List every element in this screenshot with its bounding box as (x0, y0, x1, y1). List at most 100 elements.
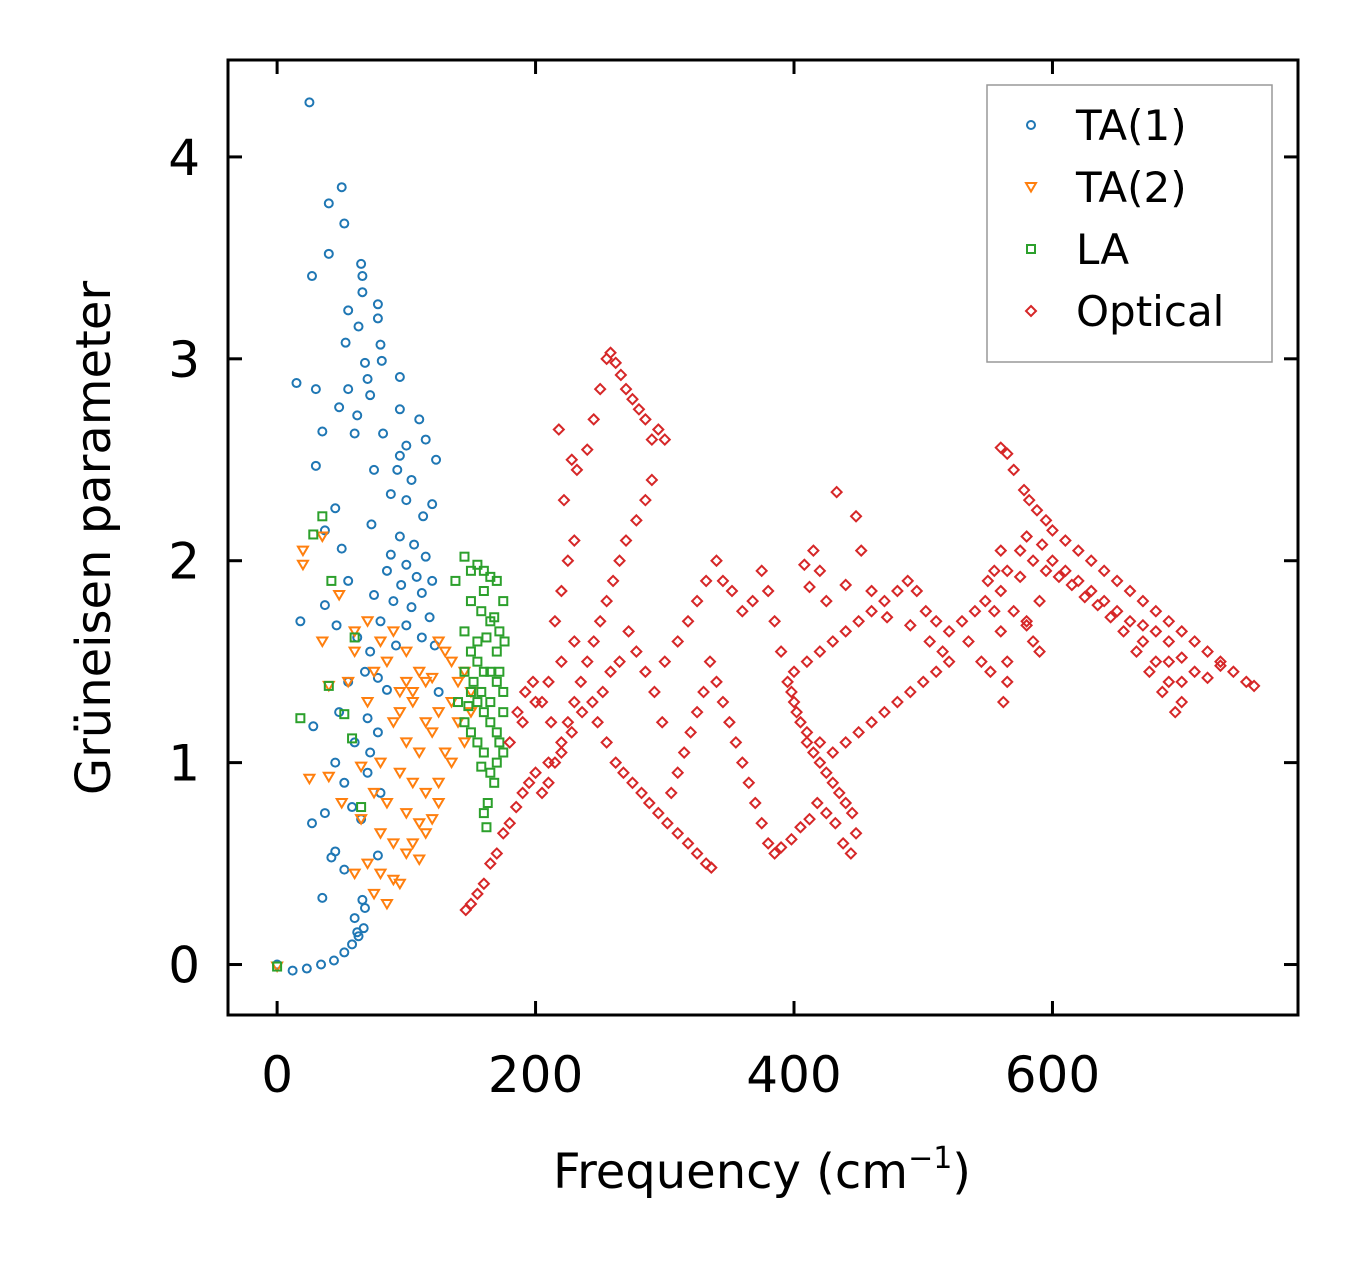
data-point (1017, 483, 1031, 497)
data-point (503, 736, 517, 749)
data-point (406, 474, 417, 485)
data-point (768, 614, 782, 628)
data-point (1000, 564, 1014, 578)
data-point (373, 868, 388, 881)
data-point (336, 182, 347, 193)
data-point (916, 675, 930, 689)
data-point (797, 558, 811, 572)
data-point (622, 624, 636, 638)
data-point (561, 715, 575, 729)
data-point (483, 857, 497, 870)
data-point (359, 357, 370, 368)
data-point (412, 747, 427, 759)
data-point (476, 606, 487, 617)
data-point (614, 368, 628, 382)
data-point (1162, 614, 1176, 628)
data-point (1175, 695, 1189, 709)
data-point (1110, 574, 1124, 588)
data-point (339, 218, 350, 229)
data-point (336, 543, 347, 554)
data-point (1130, 645, 1143, 658)
data-point (354, 761, 368, 774)
data-point (385, 489, 396, 500)
data-point (832, 786, 846, 800)
data-point (310, 460, 321, 471)
data-point (1175, 624, 1189, 638)
data-point (308, 721, 319, 732)
data-point (372, 299, 383, 310)
data-point (323, 248, 334, 259)
data-point (369, 464, 380, 475)
data-point (803, 812, 816, 826)
data-point (401, 440, 412, 451)
legend-marker (1026, 120, 1036, 130)
data-point (357, 894, 368, 905)
data-point (343, 384, 354, 395)
data-point (901, 574, 915, 588)
data-point (962, 635, 975, 648)
data-point (339, 777, 350, 788)
data-point (1065, 578, 1079, 592)
data-point (393, 767, 407, 780)
data-point (459, 626, 470, 637)
data-point (444, 757, 459, 770)
data-point (1123, 584, 1137, 598)
data-point (865, 715, 878, 729)
data-point (498, 686, 509, 697)
legend: TA(1) TA(2) LA Optical (986, 84, 1273, 363)
data-point (340, 337, 351, 348)
data-point (339, 864, 350, 875)
data-point (671, 766, 685, 780)
legend-label: LA (1076, 225, 1129, 274)
data-point (761, 584, 775, 598)
data-point (399, 808, 414, 820)
data-point (494, 737, 505, 748)
series-ta-1- (272, 97, 444, 976)
data-point (360, 858, 375, 871)
series-ta-2- (270, 531, 478, 974)
data-point (586, 695, 599, 709)
data-point (485, 717, 496, 728)
data-point (774, 841, 788, 854)
data-point (1084, 554, 1098, 568)
data-point (359, 902, 370, 913)
data-point (304, 97, 315, 108)
legend-label: Optical (1076, 287, 1224, 336)
data-point (890, 584, 904, 598)
data-point (489, 777, 500, 788)
data-point (781, 675, 794, 689)
data-point (557, 493, 571, 507)
x-tick-label: 400 (746, 1046, 841, 1104)
data-point (438, 747, 452, 759)
data-point (319, 808, 330, 819)
data-point (372, 850, 383, 861)
data-point (591, 715, 605, 729)
data-point (453, 697, 464, 708)
data-point (451, 676, 465, 689)
data-point (418, 787, 433, 800)
plot-frame (226, 58, 1300, 1017)
data-point (390, 640, 401, 651)
data-point (1046, 554, 1059, 568)
data-point (994, 584, 1008, 598)
data-point (929, 614, 943, 628)
data-point (1110, 604, 1124, 618)
data-point (974, 655, 988, 669)
data-point (839, 624, 853, 638)
data-point (516, 786, 530, 800)
data-point (567, 635, 581, 648)
data-point (1052, 570, 1066, 584)
data-point (994, 441, 1008, 455)
data-point (942, 624, 956, 638)
data-point (394, 531, 405, 542)
data-point (828, 816, 842, 830)
data-point (357, 271, 368, 282)
data-point (392, 464, 403, 475)
data-point (380, 798, 394, 810)
data-point (472, 737, 483, 748)
data-point (596, 685, 610, 699)
data-point (319, 600, 330, 611)
data-point (332, 590, 346, 602)
data-point (1026, 554, 1040, 568)
data-point (306, 818, 317, 829)
